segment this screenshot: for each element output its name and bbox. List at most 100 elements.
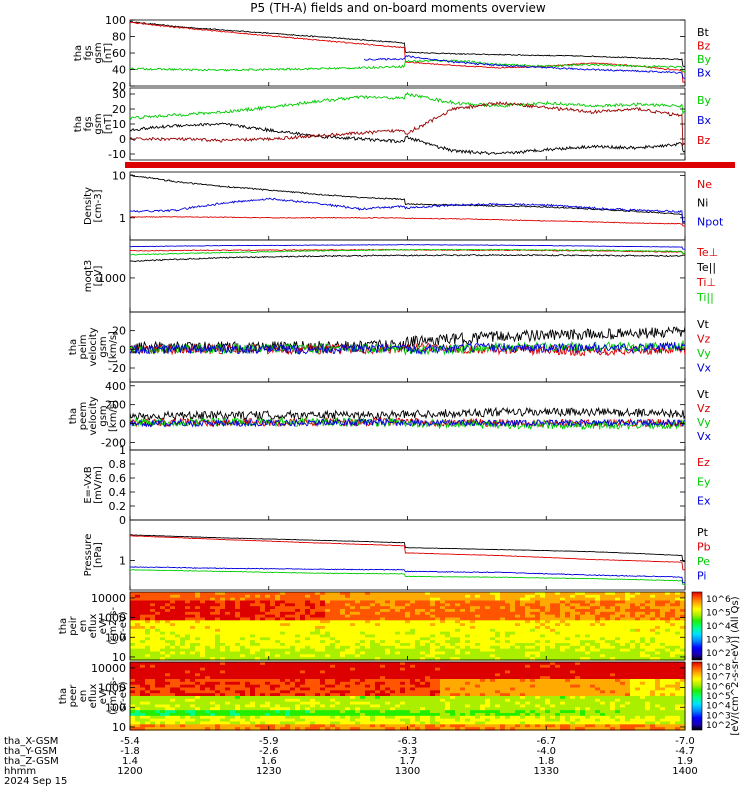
heatmap-cell <box>510 662 516 666</box>
heatmap-cell <box>365 676 371 680</box>
heatmap-cell <box>335 592 341 596</box>
heatmap-cell <box>190 592 196 596</box>
heatmap-cell <box>460 679 466 683</box>
heatmap-cell <box>585 594 591 599</box>
heatmap-cell <box>340 693 346 697</box>
heatmap-cell <box>610 645 616 650</box>
heatmap-cell <box>390 614 396 619</box>
heatmap-cell <box>490 664 496 669</box>
heatmap-cell <box>175 606 181 610</box>
heatmap-cell <box>200 693 206 697</box>
heatmap-cell <box>175 727 181 731</box>
heatmap-cell <box>545 684 551 689</box>
heatmap-cell <box>260 715 266 720</box>
heatmap-cell <box>425 637 431 641</box>
heatmap-cell <box>270 628 276 633</box>
heatmap-cell <box>670 651 676 655</box>
heatmap-cell <box>285 673 291 677</box>
heatmap-cell <box>260 645 266 650</box>
heatmap-cell <box>580 600 586 604</box>
heatmap-cell <box>600 634 606 638</box>
heatmap-cell <box>360 696 366 700</box>
heatmap-cell <box>280 657 286 661</box>
y-axis-label-line: eV/ <box>98 617 109 634</box>
heatmap-cell <box>460 657 466 661</box>
heatmap-cell <box>290 628 296 633</box>
heatmap-cell <box>500 600 506 604</box>
heatmap-cell <box>535 676 541 680</box>
heatmap-cell <box>365 690 371 694</box>
heatmap-cell <box>365 698 371 703</box>
heatmap-cell <box>390 707 396 711</box>
heatmap-cell <box>200 643 206 647</box>
heatmap-cell <box>435 623 441 627</box>
heatmap-cell <box>310 696 316 700</box>
heatmap-cell <box>205 704 211 708</box>
heatmap-cell <box>530 704 536 708</box>
heatmap-cell <box>505 673 511 677</box>
heatmap-cell <box>280 727 286 731</box>
heatmap-cell <box>460 634 466 638</box>
heatmap-cell <box>540 664 546 669</box>
heatmap-cell <box>475 667 481 672</box>
heatmap-cell <box>230 662 236 666</box>
heatmap-cell <box>215 718 221 723</box>
heatmap-cell <box>330 690 336 694</box>
heatmap-cell <box>480 654 486 658</box>
heatmap-cell <box>375 626 381 630</box>
heatmap-cell <box>325 715 331 720</box>
heatmap-cell <box>640 648 646 653</box>
heatmap-cell <box>245 623 251 627</box>
heatmap-cell <box>175 657 181 661</box>
heatmap-cell <box>455 606 461 610</box>
heatmap-cell <box>285 676 291 680</box>
heatmap-cell <box>255 603 261 607</box>
heatmap-cell <box>200 654 206 658</box>
heatmap-cell <box>330 611 336 616</box>
heatmap-cell <box>435 600 441 604</box>
heatmap-cell <box>135 704 141 708</box>
heatmap-cell <box>455 693 461 697</box>
heatmap-cell <box>340 707 346 711</box>
heatmap-cell <box>560 620 566 624</box>
heatmap-cell <box>550 724 556 728</box>
heatmap-cell <box>415 679 421 683</box>
heatmap-cell <box>205 690 211 694</box>
heatmap-cell <box>440 662 446 666</box>
heatmap-cell <box>250 657 256 661</box>
heatmap-cell <box>230 670 236 674</box>
heatmap-cell <box>190 676 196 680</box>
heatmap-cell <box>270 693 276 697</box>
series-line-By <box>130 59 685 73</box>
heatmap-cell <box>305 713 311 717</box>
heatmap-cell <box>185 670 191 674</box>
heatmap-cell <box>275 611 281 616</box>
heatmap-cell <box>270 687 276 691</box>
heatmap-cell <box>625 654 631 658</box>
heatmap-cell <box>535 715 541 720</box>
heatmap-cell <box>600 606 606 610</box>
heatmap-cell <box>425 704 431 708</box>
heatmap-cell <box>445 603 451 607</box>
heatmap-cell <box>455 597 461 602</box>
heatmap-cell <box>375 606 381 610</box>
heatmap-cell <box>325 637 331 641</box>
heatmap-cell <box>445 628 451 633</box>
heatmap-cell <box>530 724 536 728</box>
heatmap-cell <box>330 600 336 604</box>
heatmap-cell <box>655 648 661 653</box>
heatmap-cell <box>370 721 376 725</box>
heatmap-cell <box>235 681 241 686</box>
heatmap-cell <box>535 727 541 731</box>
heatmap-cell <box>325 614 331 619</box>
heatmap-cell <box>355 693 361 697</box>
heatmap-cell <box>220 603 226 607</box>
heatmap-cell <box>290 614 296 619</box>
heatmap-cell <box>150 637 156 641</box>
heatmap-cell <box>185 609 191 613</box>
heatmap-cell <box>470 617 476 621</box>
heatmap-cell <box>670 626 676 630</box>
heatmap-cell <box>605 637 611 641</box>
heatmap-cell <box>175 628 181 633</box>
heatmap-cell <box>295 664 301 669</box>
